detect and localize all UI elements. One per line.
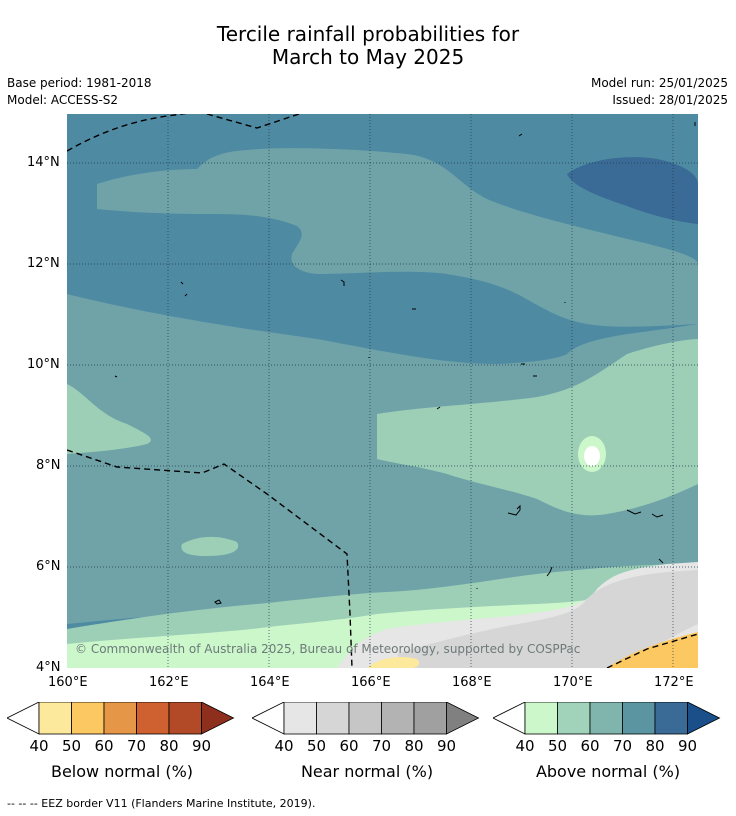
map-frame <box>67 114 698 668</box>
zone-low-patch <box>584 446 600 466</box>
colorbar-tick-label: 40 <box>515 737 534 755</box>
lon-label-172e: 172°E <box>654 675 694 690</box>
map-title-line2: March to May 2025 <box>271 45 465 69</box>
lon-label-166e: 166°E <box>351 675 391 690</box>
colorbar-low-extend <box>492 701 526 735</box>
copyright-text: © Commonwealth of Australia 2025, Bureau… <box>75 642 580 656</box>
lon-label-164e: 164°E <box>250 675 290 690</box>
colorbar-tick-label: 60 <box>339 737 358 755</box>
colorbar-tick-label: 40 <box>274 737 293 755</box>
colorbar-tick-label: 80 <box>645 737 664 755</box>
colorbar-high-extend <box>446 701 480 735</box>
colorbar-segment <box>589 701 623 735</box>
colorbar-segment <box>38 701 72 735</box>
model-name: Model: ACCESS-S2 <box>7 93 119 107</box>
lat-label-14n: 14°N <box>27 155 60 170</box>
model-run: Model run: 25/01/2025 <box>590 76 728 90</box>
colorbar-tick-label: 70 <box>613 737 632 755</box>
colorbar-tick-label: 60 <box>580 737 599 755</box>
colorbar-segment <box>557 701 591 735</box>
lon-label-160e: 160°E <box>48 675 88 690</box>
colorbar-below-label: Below normal (%) <box>50 762 194 781</box>
colorbar-tick-label: 90 <box>192 737 211 755</box>
colorbar-segment <box>524 701 558 735</box>
map-svg: © Commonwealth of Australia 2025, Bureau… <box>67 114 698 668</box>
colorbar-segment <box>71 701 105 735</box>
colorbar-svg: 40 50 60 70 80 90 <box>6 701 235 755</box>
zone-above-80 <box>567 157 698 224</box>
colorbar-tick-label: 50 <box>62 737 81 755</box>
colorbar-svg: 40 50 60 70 80 90 <box>251 701 480 755</box>
zone-near-normal-dark <box>397 570 698 668</box>
zone-above-50-mid <box>377 339 698 516</box>
colorbar-segment <box>348 701 382 735</box>
lat-label-8n: 8°N <box>36 458 61 473</box>
colorbar-segment <box>622 701 656 735</box>
zone-below-40 <box>367 657 420 668</box>
zone-above-50-patch <box>181 536 239 556</box>
colorbar-tick-label: 80 <box>159 737 178 755</box>
zone-above-50-west <box>67 384 151 454</box>
colorbar-segment <box>413 701 447 735</box>
colorbar-tick-label: 90 <box>437 737 456 755</box>
map-title-line1: Tercile rainfall probabilities for <box>216 22 520 46</box>
colorbar-svg: 40 50 60 70 80 90 <box>492 701 721 755</box>
colorbar-segment <box>381 701 415 735</box>
colorbar-segment <box>103 701 137 735</box>
lon-label-170e: 170°E <box>553 675 593 690</box>
colorbar-high-extend <box>201 701 235 735</box>
colorbar-above-label: Above normal (%) <box>535 762 681 781</box>
colorbar-segment <box>168 701 202 735</box>
lat-label-4n: 4°N <box>36 660 61 675</box>
colorbar-segment <box>136 701 170 735</box>
lat-label-10n: 10°N <box>27 357 60 372</box>
eez-footnote: -- -- -- EEZ border V11 (Flanders Marine… <box>7 797 316 810</box>
colorbar-above-normal: 40 50 60 70 80 90 <box>492 701 723 766</box>
colorbar-tick-label: 40 <box>29 737 48 755</box>
issued-date: Issued: 28/01/2025 <box>612 93 728 107</box>
colorbar-segment <box>654 701 688 735</box>
colorbar-tick-label: 70 <box>127 737 146 755</box>
colorbar-tick-label: 70 <box>372 737 391 755</box>
base-period: Base period: 1981-2018 <box>7 76 152 90</box>
eez-border <box>67 114 698 668</box>
colorbar-low-extend <box>6 701 40 735</box>
lat-label-6n: 6°N <box>36 559 61 574</box>
colorbar-below-normal: 40 50 60 70 80 90 <box>6 701 237 766</box>
lon-label-168e: 168°E <box>452 675 492 690</box>
colorbar-segment <box>283 701 317 735</box>
graticule <box>67 114 698 668</box>
colorbar-near-normal: 40 50 60 70 80 90 <box>251 701 482 766</box>
lon-label-162e: 162°E <box>149 675 189 690</box>
colorbar-segment <box>316 701 350 735</box>
colorbar-tick-label: 50 <box>548 737 567 755</box>
islands <box>114 122 696 605</box>
colorbar-tick-label: 80 <box>404 737 423 755</box>
colorbar-tick-label: 90 <box>678 737 697 755</box>
colorbar-low-extend <box>251 701 285 735</box>
lat-label-12n: 12°N <box>27 256 60 271</box>
rainfall-probability-map: © Commonwealth of Australia 2025, Bureau… <box>67 114 698 668</box>
colorbar-tick-label: 50 <box>307 737 326 755</box>
colorbar-high-extend <box>687 701 721 735</box>
colorbar-near-label: Near normal (%) <box>300 762 434 781</box>
zone-above-60-north <box>97 148 698 327</box>
colorbar-tick-label: 60 <box>94 737 113 755</box>
